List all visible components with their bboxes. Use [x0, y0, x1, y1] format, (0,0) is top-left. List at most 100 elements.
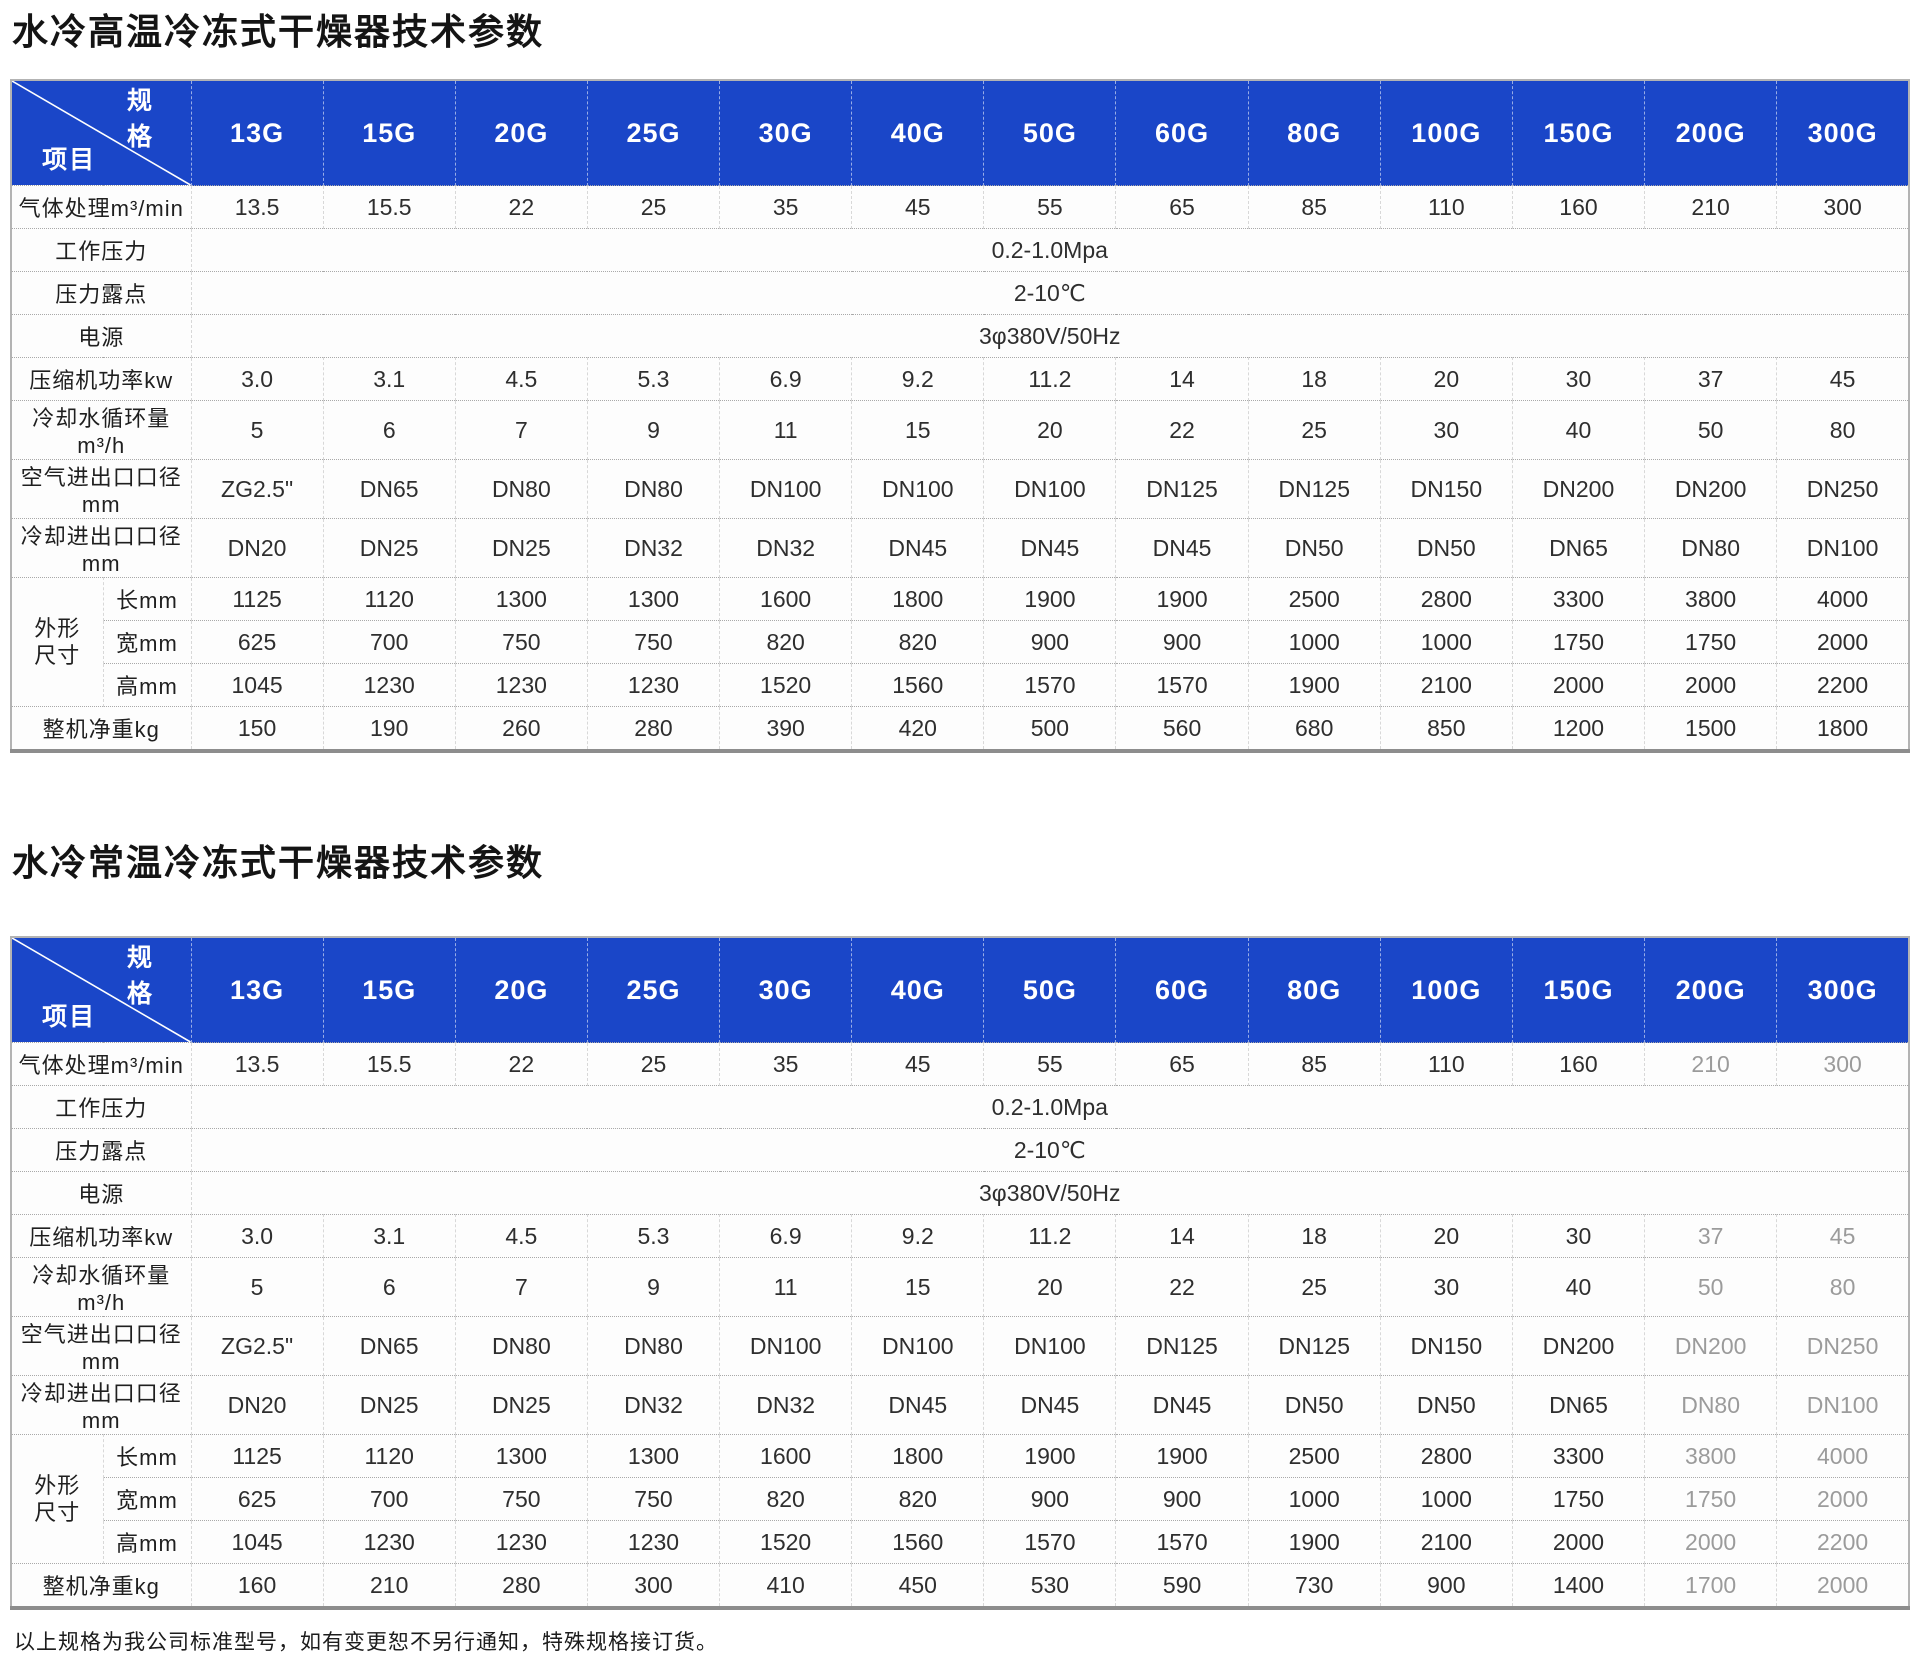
data-cell: 110: [1379, 185, 1513, 229]
table-row: 空气进出口口径mm ZG2.5" DN65 DN80 DN80 DN100 DN100 DN1…: [11, 459, 1909, 519]
data-cell: 1570: [983, 1520, 1116, 1564]
row-label: 气体处理m³/min: [11, 1042, 191, 1086]
data-cell: 85: [1247, 1042, 1381, 1086]
data-cell: 300: [586, 1563, 720, 1609]
data-cell: 15.5: [322, 185, 456, 229]
data-cell: 2000: [1776, 1563, 1909, 1609]
data-cell: 55: [983, 1042, 1116, 1086]
data-cell: 820: [851, 1477, 984, 1521]
data-cell: 700: [322, 1477, 456, 1521]
data-cell: 1520: [719, 1520, 852, 1564]
data-cell: 37: [1644, 1214, 1777, 1258]
data-cell: 390: [719, 706, 852, 752]
data-cell: DN25: [322, 518, 456, 578]
data-cell: DN250: [1776, 1316, 1909, 1376]
data-cell: DN45: [983, 518, 1116, 578]
data-cell: DN100: [851, 459, 984, 519]
data-cell: 1520: [719, 663, 852, 707]
data-cell: 530: [983, 1563, 1116, 1609]
data-cell: DN200: [1511, 459, 1645, 519]
data-cell: 15: [851, 400, 984, 460]
data-cell: 750: [586, 1477, 720, 1521]
data-cell: 13.5: [190, 185, 324, 229]
merged-value-cell: 2-10℃: [190, 1128, 1909, 1172]
data-cell: 1300: [454, 1434, 588, 1478]
data-cell: 900: [983, 620, 1116, 664]
table-row: 高mm 1045 1230 1230 1230 1520 1560 1570 1570 1900 2…: [11, 663, 1909, 707]
data-cell: DN200: [1644, 1316, 1777, 1376]
data-cell: 6: [322, 400, 456, 460]
data-cell: 1800: [851, 1434, 984, 1478]
data-cell: 3.0: [190, 357, 324, 401]
data-cell: DN25: [454, 1375, 588, 1435]
row-label: 冷却水循环量m³/h: [11, 400, 191, 460]
column-header-40G: 40G: [851, 937, 984, 1043]
data-cell: DN100: [719, 459, 852, 519]
column-header-150G: 150G: [1511, 80, 1645, 186]
data-cell: 1750: [1511, 1477, 1645, 1521]
data-cell: DN45: [851, 1375, 984, 1435]
data-cell: DN25: [322, 1375, 456, 1435]
data-cell: 150: [190, 706, 324, 752]
data-cell: 300: [1776, 1042, 1909, 1086]
data-cell: 280: [454, 1563, 588, 1609]
data-cell: 1500: [1644, 706, 1777, 752]
row-label: 冷却进出口口径mm: [11, 1375, 191, 1435]
data-cell: 1000: [1247, 1477, 1381, 1521]
data-cell: 3.0: [190, 1214, 324, 1258]
header-row: 规格 项目 13G 15G 20G 25G 30G 40G 50G 60G 80G 100G 150G 2…: [11, 937, 1909, 1043]
table-row: 宽mm 625 700 750 750 820 820 900 900 1000 1000 1750 1…: [11, 1477, 1909, 1521]
data-cell: 1230: [322, 1520, 456, 1564]
data-cell: 1120: [322, 577, 456, 621]
data-cell: 2000: [1511, 1520, 1645, 1564]
data-cell: 730: [1247, 1563, 1381, 1609]
merged-value-cell: 0.2-1.0Mpa: [190, 228, 1909, 272]
data-cell: DN200: [1511, 1316, 1645, 1376]
data-cell: 15.5: [322, 1042, 456, 1086]
data-cell: 11.2: [983, 1214, 1116, 1258]
data-cell: DN20: [190, 518, 324, 578]
data-cell: 85: [1247, 185, 1381, 229]
data-cell: DN32: [719, 518, 852, 578]
table-row: 整机净重kg 160 210 280 300 410 450 530 590 730 900 1400…: [11, 1563, 1909, 1609]
data-cell: 680: [1247, 706, 1381, 752]
data-cell: DN80: [586, 459, 720, 519]
data-cell: 1300: [454, 577, 588, 621]
data-cell: 37: [1644, 357, 1777, 401]
data-cell: 450: [851, 1563, 984, 1609]
data-cell: 1560: [851, 1520, 984, 1564]
data-cell: 1900: [1115, 577, 1249, 621]
data-cell: 1900: [983, 1434, 1116, 1478]
data-cell: 160: [1511, 1042, 1645, 1086]
data-cell: 820: [719, 1477, 852, 1521]
spec-table-1-mount: 规格 项目 13G 15G 20G 25G 30G 40G 50G 60G 80G 100G 150G 2…: [10, 79, 1910, 754]
column-header-100G: 100G: [1379, 937, 1513, 1043]
table-row: 冷却水循环量m³/h 5 6 7 9 11 15 20 22 25 30 40 50 80: [11, 400, 1909, 460]
data-cell: 11.2: [983, 357, 1116, 401]
column-header-100G: 100G: [1379, 80, 1513, 186]
data-cell: 13.5: [190, 1042, 324, 1086]
data-cell: 18: [1247, 1214, 1381, 1258]
data-cell: 1400: [1511, 1563, 1645, 1609]
data-cell: DN45: [851, 518, 984, 578]
corner-spec-label: 规格: [127, 943, 155, 1008]
data-cell: 1230: [586, 1520, 720, 1564]
column-header-60G: 60G: [1115, 80, 1249, 186]
data-cell: 2800: [1379, 577, 1513, 621]
row-label: 压缩机功率kw: [11, 1214, 191, 1258]
data-cell: 35: [719, 1042, 852, 1086]
data-cell: 4000: [1776, 1434, 1909, 1478]
column-header-300G: 300G: [1776, 937, 1909, 1043]
column-header-50G: 50G: [983, 80, 1116, 186]
data-cell: DN80: [586, 1316, 720, 1376]
table-row: 空气进出口口径mm ZG2.5" DN65 DN80 DN80 DN100 DN100 DN1…: [11, 1316, 1909, 1376]
data-cell: DN45: [1115, 518, 1249, 578]
table-row: 压缩机功率kw 3.0 3.1 4.5 5.3 6.9 9.2 11.2 14 18 20 30 37 4…: [11, 1214, 1909, 1258]
data-cell: 65: [1115, 185, 1249, 229]
data-cell: 2200: [1776, 663, 1909, 707]
data-cell: DN125: [1247, 1316, 1381, 1376]
column-header-25G: 25G: [586, 80, 720, 186]
row-sub-label: 宽mm: [102, 1477, 191, 1521]
data-cell: 110: [1379, 1042, 1513, 1086]
